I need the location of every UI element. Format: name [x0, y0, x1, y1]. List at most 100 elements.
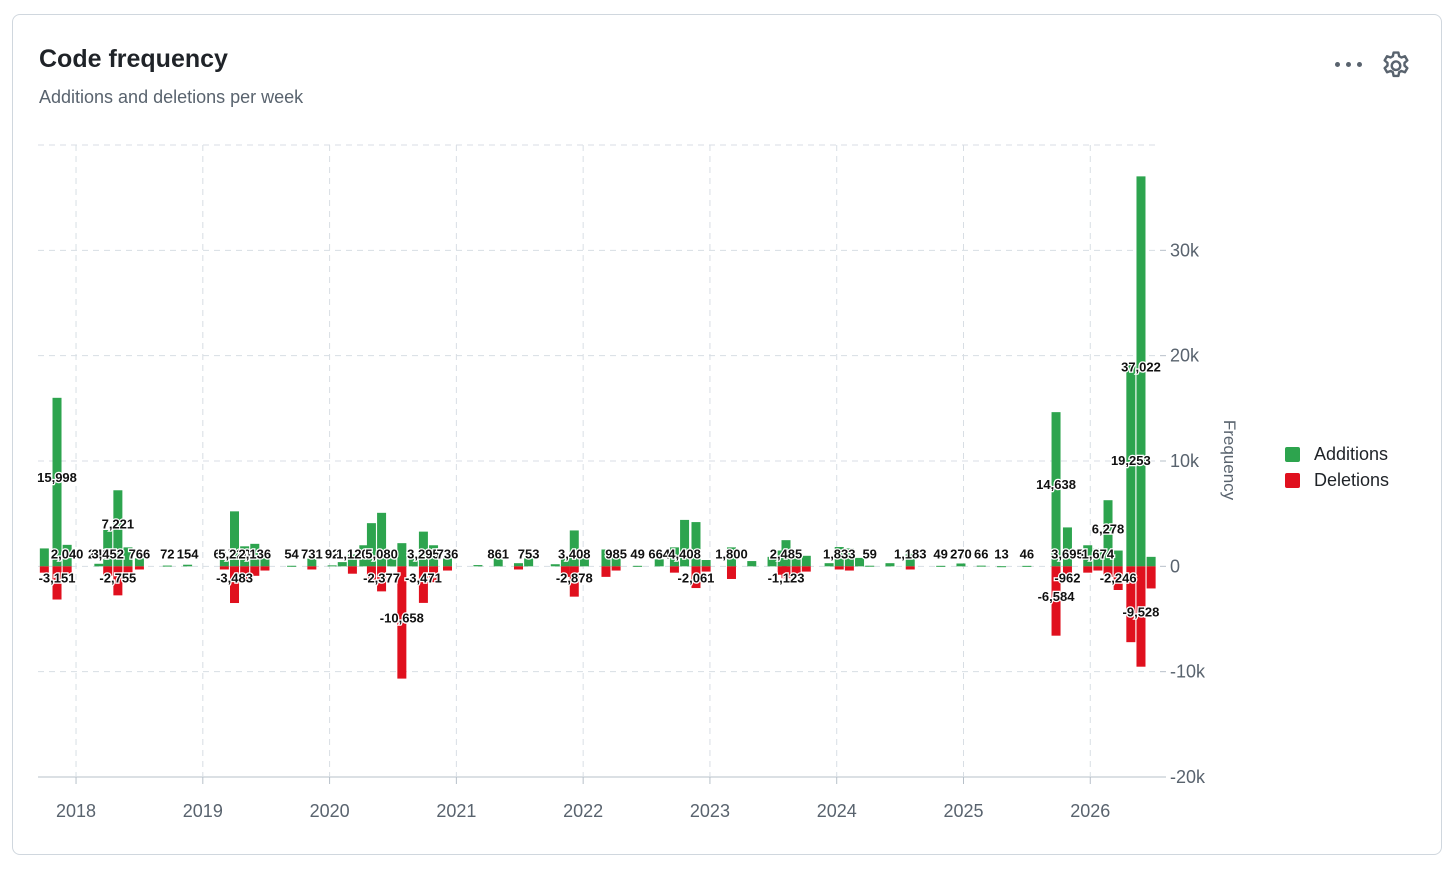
deletion-bar[interactable] [844, 566, 854, 571]
addition-bar[interactable] [680, 519, 690, 567]
deletion-bar[interactable] [1126, 566, 1136, 643]
legend-item-additions[interactable]: Additions [1285, 441, 1389, 467]
addition-bar[interactable] [865, 565, 875, 567]
deletion-bar[interactable] [418, 566, 428, 603]
addition-bar[interactable] [791, 552, 801, 567]
deletion-bar[interactable] [1113, 566, 1123, 590]
addition-bar[interactable] [493, 557, 503, 567]
addition-bar[interactable] [513, 563, 523, 567]
deletion-bar[interactable] [669, 566, 679, 573]
deletion-bar[interactable] [611, 566, 621, 571]
deletion-bar[interactable] [905, 566, 915, 570]
addition-bar[interactable] [956, 563, 966, 567]
deletion-bar[interactable] [260, 566, 270, 571]
addition-bar[interactable] [408, 556, 418, 567]
addition-bar[interactable] [52, 397, 62, 567]
deletion-bar[interactable] [429, 566, 439, 583]
addition-bar[interactable] [855, 557, 865, 567]
deletion-bar[interactable] [230, 566, 240, 604]
deletion-bar[interactable] [39, 566, 49, 573]
addition-bar[interactable] [824, 563, 834, 567]
addition-bar[interactable] [39, 548, 49, 567]
deletion-bar[interactable] [834, 566, 844, 570]
addition-bar[interactable] [885, 563, 895, 567]
deletion-bar[interactable] [307, 566, 317, 570]
addition-bar[interactable] [219, 559, 229, 567]
addition-bar[interactable] [94, 563, 104, 567]
addition-bar[interactable] [1051, 412, 1061, 567]
addition-bar[interactable] [633, 565, 643, 567]
deletion-bar[interactable] [1093, 566, 1103, 571]
addition-bar[interactable] [162, 565, 172, 567]
deletion-bar[interactable] [513, 566, 523, 570]
addition-bar[interactable] [834, 547, 844, 567]
addition-bar[interactable] [1126, 363, 1136, 567]
addition-bar[interactable] [1103, 500, 1113, 567]
addition-bar[interactable] [1146, 556, 1156, 567]
deletion-bar[interactable] [560, 566, 570, 577]
deletion-bar[interactable] [801, 566, 811, 572]
addition-bar[interactable] [601, 549, 611, 567]
addition-bar[interactable] [442, 558, 452, 567]
deletion-bar[interactable] [123, 566, 133, 574]
addition-bar[interactable] [230, 511, 240, 567]
addition-bar[interactable] [337, 562, 347, 567]
deletion-bar[interactable] [347, 566, 357, 574]
addition-bar[interactable] [1093, 548, 1103, 567]
deletion-bar[interactable] [442, 566, 452, 571]
deletion-bar[interactable] [1103, 566, 1113, 577]
addition-bar[interactable] [767, 556, 777, 567]
addition-bar[interactable] [701, 560, 711, 567]
addition-bar[interactable] [1083, 545, 1093, 567]
addition-bar[interactable] [366, 523, 376, 567]
deletion-bar[interactable] [397, 566, 407, 679]
addition-bar[interactable] [397, 543, 407, 567]
deletion-bar[interactable] [569, 566, 579, 597]
addition-bar[interactable] [347, 554, 357, 567]
addition-bar[interactable] [307, 558, 317, 567]
addition-bar[interactable] [997, 566, 1007, 568]
deletion-bar[interactable] [219, 566, 229, 570]
deletion-bar[interactable] [1136, 566, 1146, 667]
deletion-bar[interactable] [113, 566, 123, 596]
deletion-bar[interactable] [250, 566, 260, 576]
addition-bar[interactable] [669, 547, 679, 567]
addition-bar[interactable] [327, 565, 337, 567]
addition-bar[interactable] [691, 522, 701, 567]
addition-bar[interactable] [905, 553, 915, 567]
addition-bar[interactable] [387, 557, 397, 567]
addition-bar[interactable] [123, 547, 133, 567]
addition-bar[interactable] [844, 548, 854, 567]
deletion-bar[interactable] [781, 566, 791, 579]
addition-bar[interactable] [654, 559, 664, 567]
deletion-bar[interactable] [103, 566, 113, 576]
addition-bar[interactable] [1022, 565, 1032, 567]
addition-bar[interactable] [781, 540, 791, 567]
addition-bar[interactable] [103, 529, 113, 567]
addition-bar[interactable] [250, 543, 260, 567]
deletion-bar[interactable] [1146, 566, 1156, 589]
deletion-bar[interactable] [601, 566, 611, 577]
deletion-bar[interactable] [701, 566, 711, 572]
addition-bar[interactable] [377, 512, 387, 567]
addition-bar[interactable] [134, 558, 144, 567]
addition-bar[interactable] [473, 565, 483, 567]
addition-bar[interactable] [569, 530, 579, 567]
addition-bar[interactable] [429, 545, 439, 567]
addition-bar[interactable] [1062, 527, 1072, 567]
addition-bar[interactable] [976, 565, 986, 567]
addition-bar[interactable] [801, 555, 811, 567]
addition-bar[interactable] [560, 556, 570, 567]
kebab-horizontal-icon[interactable] [1331, 49, 1367, 79]
deletion-bar[interactable] [134, 566, 144, 570]
addition-bar[interactable] [418, 531, 428, 567]
addition-bar[interactable] [1136, 176, 1146, 567]
deletion-bar[interactable] [791, 566, 801, 574]
addition-bar[interactable] [260, 553, 270, 567]
deletion-bar[interactable] [366, 566, 376, 582]
deletion-bar[interactable] [62, 566, 72, 574]
addition-bar[interactable] [240, 546, 250, 567]
deletion-bar[interactable] [1062, 566, 1072, 577]
addition-bar[interactable] [1113, 550, 1123, 567]
addition-bar[interactable] [747, 561, 757, 567]
